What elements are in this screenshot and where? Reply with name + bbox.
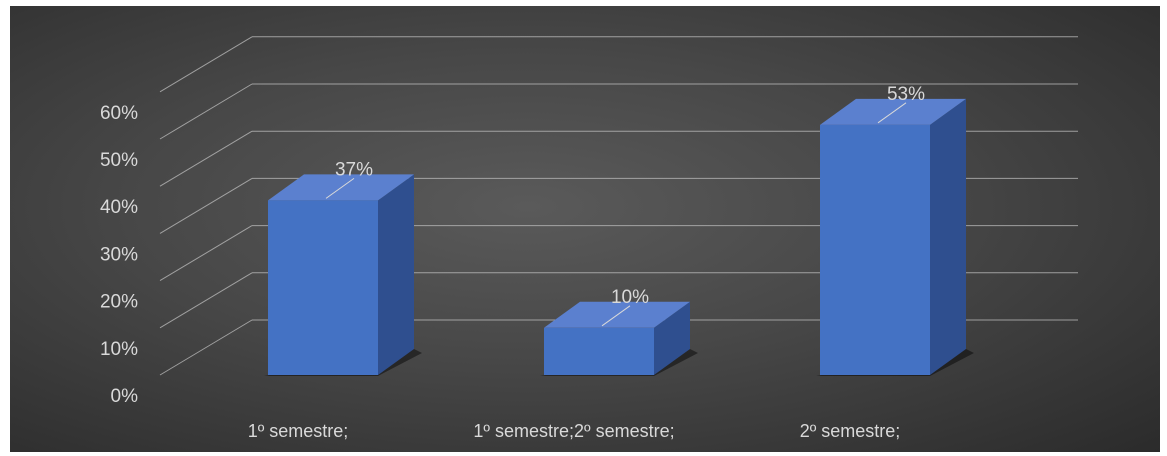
bar-chart: 0% 10% 20% 30% 40% 50% 60% 37% 1º semestre; 10% 1º… bbox=[100, 36, 1078, 441]
y-tick-label: 20% bbox=[100, 292, 138, 313]
x-tick-label: 1º semestre; bbox=[248, 421, 349, 441]
data-label-leader bbox=[877, 102, 907, 124]
bar-side bbox=[378, 174, 414, 375]
bar bbox=[268, 200, 378, 375]
bar-side bbox=[654, 301, 690, 375]
data-label: 53% bbox=[887, 84, 925, 105]
y-tick-label: 0% bbox=[111, 386, 139, 407]
gridline-depth bbox=[159, 319, 253, 376]
bar-side bbox=[930, 98, 966, 375]
chart-area: 0% 10% 20% 30% 40% 50% 60% 37% 1º semestre; 10% 1º… bbox=[10, 6, 1160, 452]
y-tick-label: 30% bbox=[100, 244, 138, 265]
data-label-leader bbox=[325, 177, 355, 199]
data-label: 37% bbox=[335, 159, 373, 180]
bar bbox=[820, 124, 930, 375]
gridline-depth bbox=[159, 272, 253, 329]
gridline-depth bbox=[159, 36, 253, 93]
gridline-depth bbox=[159, 225, 253, 282]
y-tick-label: 10% bbox=[100, 339, 138, 360]
y-tick-label: 40% bbox=[100, 197, 138, 218]
y-tick-label: 60% bbox=[100, 103, 138, 124]
data-label: 10% bbox=[611, 287, 649, 308]
gridline-depth bbox=[159, 83, 253, 140]
x-tick-label: 1º semestre;2º semestre; bbox=[473, 421, 674, 441]
data-label-leader bbox=[601, 305, 631, 327]
gridline-depth bbox=[159, 130, 253, 187]
gridline-depth bbox=[159, 177, 253, 234]
y-tick-label: 50% bbox=[100, 150, 138, 171]
x-tick-label: 2º semestre; bbox=[800, 421, 901, 441]
bar bbox=[544, 327, 654, 375]
